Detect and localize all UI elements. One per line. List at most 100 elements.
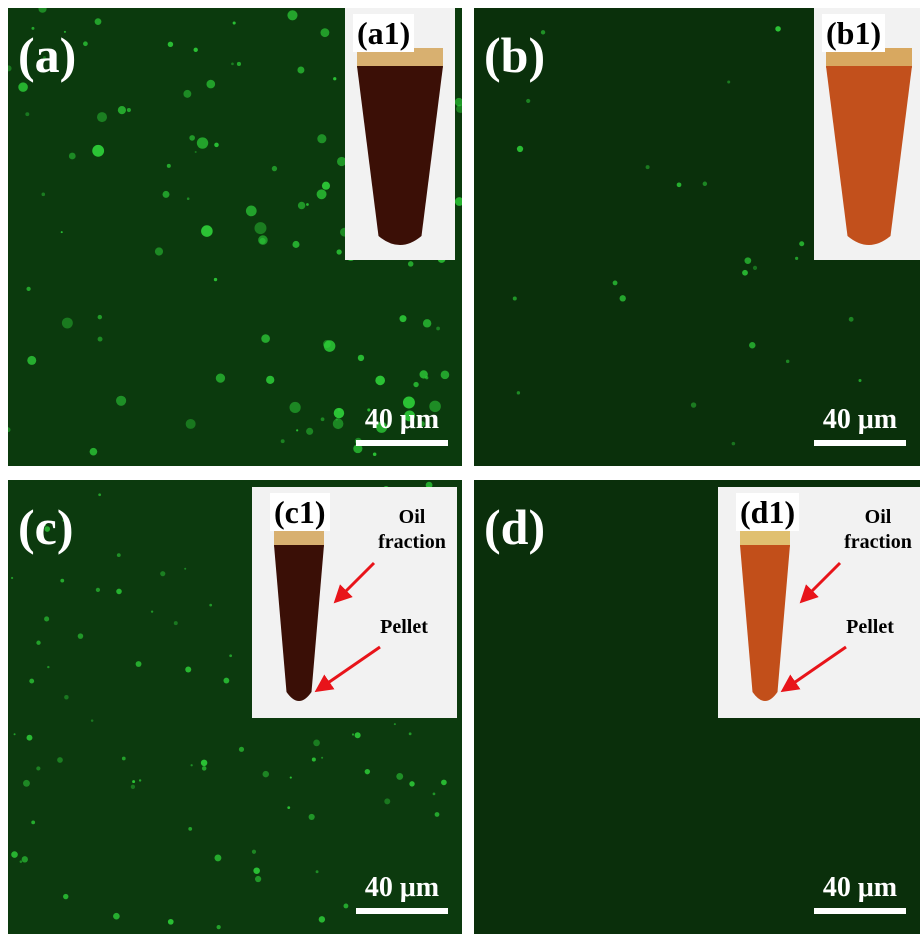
fluorescent-spot bbox=[742, 270, 748, 276]
fluorescent-spot bbox=[408, 261, 414, 267]
scale-label: 40 μm bbox=[814, 404, 906, 436]
fluorescent-spot bbox=[435, 812, 440, 817]
fluorescent-spot bbox=[384, 798, 390, 804]
panel-label: (d) bbox=[484, 502, 545, 552]
fluorescent-spot bbox=[296, 429, 298, 431]
fluorescent-spot bbox=[266, 376, 274, 384]
fluorescent-spot bbox=[321, 757, 323, 759]
tube-body bbox=[740, 545, 790, 701]
fluorescent-spot bbox=[188, 827, 192, 831]
fluorescent-spot bbox=[64, 695, 69, 700]
fluorescent-spot bbox=[409, 732, 412, 735]
fluorescent-spot bbox=[95, 18, 102, 25]
fluorescent-spot bbox=[194, 48, 198, 52]
fluorescent-spot bbox=[312, 758, 316, 762]
fluorescent-spot bbox=[201, 760, 207, 766]
fluorescent-spot bbox=[323, 340, 331, 348]
fluorescent-spot bbox=[23, 780, 30, 787]
fluorescent-spot bbox=[26, 287, 30, 291]
fluorescent-spot bbox=[155, 247, 163, 255]
inset-photo: (b1) bbox=[814, 8, 920, 260]
scale-line bbox=[814, 440, 906, 446]
inset-label: (c1) bbox=[270, 493, 330, 531]
fluorescent-spot bbox=[139, 779, 141, 781]
fluorescent-spot bbox=[122, 757, 126, 761]
fluorescent-spot bbox=[334, 408, 344, 418]
fluorescent-spot bbox=[263, 771, 269, 777]
fluorescent-spot bbox=[216, 373, 225, 382]
inset-label: (a1) bbox=[353, 14, 414, 52]
fluorescent-spot bbox=[517, 146, 523, 152]
scale-bar: 40 μm bbox=[356, 872, 448, 914]
fluorescent-spot bbox=[646, 165, 650, 169]
fluorescent-spot bbox=[14, 733, 16, 735]
scale-line bbox=[814, 908, 906, 914]
fluorescent-spot bbox=[47, 666, 49, 668]
annotation: Oil fraction bbox=[830, 505, 920, 555]
fluorescent-spot bbox=[117, 553, 121, 557]
fluorescent-spot bbox=[441, 780, 447, 786]
fluorescent-spot bbox=[620, 295, 626, 301]
fluorescent-spot bbox=[11, 577, 13, 579]
fluorescent-spot bbox=[313, 740, 320, 747]
fluorescent-spot bbox=[151, 610, 153, 612]
fluorescent-spot bbox=[44, 616, 49, 621]
arrow bbox=[788, 647, 846, 687]
fluorescent-spot bbox=[306, 428, 313, 435]
fluorescent-spot bbox=[744, 257, 751, 264]
fluorescent-spot bbox=[167, 164, 171, 168]
fluorescent-spot bbox=[355, 732, 361, 738]
fluorescent-spot bbox=[185, 666, 191, 672]
fluorescent-spot bbox=[98, 493, 101, 496]
fluorescent-spot bbox=[799, 241, 804, 246]
scale-bar: 40 μm bbox=[814, 872, 906, 914]
fluorescent-spot bbox=[92, 145, 104, 157]
fluorescent-spot bbox=[343, 904, 348, 909]
fluorescent-spot bbox=[60, 579, 64, 583]
fluorescent-spot bbox=[786, 360, 789, 363]
fluorescent-spot bbox=[42, 193, 46, 197]
fluorescent-spot bbox=[183, 90, 191, 98]
fluorescent-spot bbox=[419, 370, 427, 378]
fluorescent-spot bbox=[29, 679, 34, 684]
fluorescent-spot bbox=[290, 402, 301, 413]
fluorescent-spot bbox=[858, 379, 861, 382]
panel: (d) (d1)Oil fractionPellet 40 μm bbox=[474, 480, 920, 934]
fluorescent-spot bbox=[317, 189, 327, 199]
fluorescent-spot bbox=[517, 391, 520, 394]
fluorescent-spot bbox=[18, 82, 28, 92]
fluorescent-spot bbox=[96, 588, 100, 592]
panel-label: (c) bbox=[18, 502, 74, 552]
fluorescent-spot bbox=[214, 278, 217, 281]
fluorescent-spot bbox=[191, 764, 193, 766]
fluorescent-spot bbox=[246, 206, 257, 217]
panel: (a)(a1)40 μm bbox=[8, 8, 462, 466]
fluorescent-spot bbox=[333, 418, 344, 429]
fluorescent-spot bbox=[214, 143, 219, 148]
fluorescent-spot bbox=[255, 222, 267, 234]
fluorescent-spot bbox=[25, 112, 29, 116]
arrow bbox=[322, 647, 380, 687]
fluorescent-spot bbox=[127, 108, 131, 112]
fluorescent-spot bbox=[317, 134, 326, 143]
fluorescent-spot bbox=[174, 621, 178, 625]
fluorescent-spot bbox=[209, 604, 212, 607]
fluorescent-spot bbox=[20, 860, 23, 863]
fluorescent-spot bbox=[298, 202, 305, 209]
fluorescent-spot bbox=[375, 376, 385, 386]
fluorescent-spot bbox=[27, 735, 33, 741]
scale-line bbox=[356, 440, 448, 446]
fluorescent-spot bbox=[613, 280, 618, 285]
fluorescent-spot bbox=[57, 757, 63, 763]
fluorescent-spot bbox=[189, 135, 195, 141]
panel-label: (b) bbox=[484, 30, 545, 80]
fluorescent-spot bbox=[184, 568, 186, 570]
fluorescent-spot bbox=[258, 235, 268, 245]
fluorescent-spot bbox=[131, 785, 135, 789]
fluorescent-spot bbox=[62, 318, 73, 329]
fluorescent-spot bbox=[229, 654, 232, 657]
fluorescent-spot bbox=[163, 191, 170, 198]
fluorescent-spot bbox=[252, 850, 256, 854]
